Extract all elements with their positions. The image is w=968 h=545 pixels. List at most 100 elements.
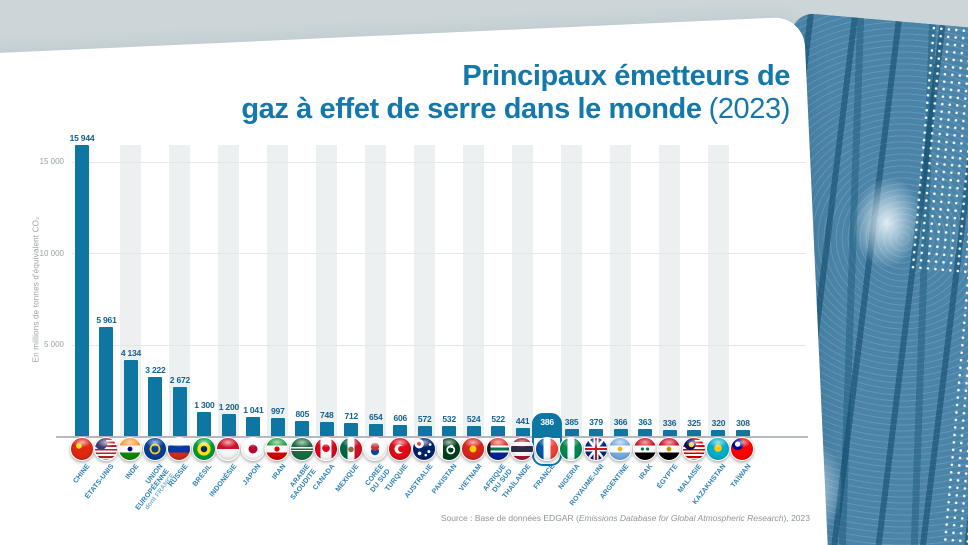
country-label-union-europeenne: UNION EUROPÉENNE dont FRANCE	[108, 463, 178, 543]
column-band	[365, 145, 387, 436]
bar-mexique	[344, 422, 359, 436]
bar-coree-du-sud	[368, 424, 383, 436]
bar-vietnam	[466, 426, 481, 436]
column-band	[707, 145, 729, 436]
gridline-10000	[72, 253, 806, 255]
column-band	[169, 145, 191, 436]
value-label-canada: 748	[320, 410, 334, 421]
value-label-taiwan: 308	[736, 418, 750, 429]
value-label-etats-unis: 5 961	[96, 315, 117, 326]
column-band	[659, 145, 681, 436]
bar-japon	[246, 416, 261, 436]
title-line-2-text: gaz à effet de serre dans le monde	[241, 93, 702, 125]
source-suffix: ), 2023	[783, 513, 810, 523]
value-label-arabie-saoudite: 805	[295, 409, 310, 420]
value-label-irak: 363	[638, 417, 652, 428]
column-band	[463, 145, 485, 436]
bar-nigeria	[564, 428, 579, 436]
flag-canada-icon	[314, 437, 339, 461]
flag-bresil-icon	[191, 437, 216, 461]
flag-thailande-icon	[510, 437, 535, 461]
flag-nigeria-icon	[559, 437, 584, 461]
flag-afrique-du-sud-icon	[485, 437, 510, 461]
bar-etats-unis	[99, 327, 114, 436]
value-label-chine: 15 944	[69, 132, 95, 143]
title-line-1: Principaux émetteurs de	[462, 60, 790, 92]
y-tick-5000: 5 000	[43, 340, 64, 350]
flag-arabie-saoudite-icon	[289, 437, 314, 461]
bar-inde	[123, 360, 138, 436]
y-tick-15000: 15 000	[39, 157, 64, 167]
bar-chine	[75, 144, 89, 436]
column-band	[561, 145, 583, 436]
column-band	[414, 145, 436, 436]
bar-bresil	[197, 412, 212, 436]
flag-coree-du-sud-icon	[363, 437, 388, 461]
source-database-name: Emissions Database for Global Atmospheri…	[578, 513, 784, 523]
flag-turquie-icon	[387, 437, 412, 461]
flag-japon-icon	[240, 437, 265, 461]
column-band	[512, 145, 534, 436]
value-label-vietnam: 524	[466, 414, 481, 425]
value-label-kazakhstan: 320	[711, 418, 726, 429]
value-label-egypte: 336	[662, 417, 677, 428]
flag-australie-icon	[412, 437, 437, 461]
flag-vietnam-icon	[461, 437, 486, 461]
value-label-indonesie: 1 200	[218, 402, 240, 413]
column-band	[316, 145, 338, 436]
bar-union-europeenne	[148, 377, 163, 436]
value-label-australie: 572	[417, 413, 432, 424]
column-band	[267, 145, 289, 436]
flag-royaume-uni-icon	[583, 437, 608, 461]
value-label-afrique-du-sud: 522	[491, 414, 505, 425]
y-tick-10000: 10 000	[39, 248, 64, 258]
gridline-5000	[72, 344, 806, 346]
title-line-2: gaz à effet de serre dans le monde (2023)	[241, 93, 790, 126]
bar-indonesie	[221, 414, 236, 436]
bar-australie	[417, 425, 432, 436]
bar-russie	[172, 387, 187, 436]
value-label-japon: 1 041	[243, 404, 264, 415]
bar-turquie	[393, 424, 408, 436]
value-label-russie: 2 672	[169, 375, 191, 386]
column-band	[610, 145, 632, 436]
bar-malaisie	[687, 430, 701, 436]
value-label-malaisie: 325	[687, 418, 701, 429]
flag-inde-icon	[118, 437, 143, 461]
bar-irak	[638, 429, 653, 436]
source-prefix: Source : Base de données EDGAR (	[440, 513, 579, 523]
title-year: (2023)	[708, 93, 791, 125]
bar-thailande	[515, 427, 530, 436]
value-label-mexique: 712	[344, 410, 359, 421]
bar-iran	[270, 417, 285, 436]
value-label-thailande: 441	[515, 415, 530, 426]
bar-arabie-saoudite	[295, 421, 310, 436]
flag-iran-icon	[265, 437, 290, 461]
column-band	[218, 145, 240, 436]
gridline-15000	[72, 161, 806, 163]
value-label-bresil: 1 300	[194, 400, 215, 411]
flag-malaisie-icon	[681, 437, 706, 461]
value-label-inde: 4 134	[120, 348, 142, 359]
flag-egypte-icon	[657, 437, 682, 461]
bar-pakistan	[442, 426, 457, 436]
bar-royaume-uni	[589, 429, 604, 436]
value-label-iran: 997	[271, 405, 285, 416]
source-note: Source : Base de données EDGAR (Emission…	[441, 513, 810, 523]
flag-union-europeenne-icon	[142, 437, 167, 461]
value-label-royaume-uni: 379	[589, 417, 603, 428]
flag-irak-icon	[632, 437, 657, 461]
flag-pakistan-icon	[436, 437, 461, 461]
value-label-argentine: 366	[613, 417, 628, 428]
value-label-nigeria: 385	[564, 416, 579, 427]
flag-kazakhstan-icon	[705, 437, 730, 461]
flag-indonesie-icon	[216, 437, 241, 461]
bar-argentine	[613, 429, 628, 436]
value-label-coree-du-sud: 654	[368, 412, 383, 423]
page-title: Principaux émetteurs de gaz à effet de s…	[241, 60, 790, 126]
bar-canada	[319, 422, 334, 436]
flag-argentine-icon	[608, 437, 633, 461]
flag-france-icon	[534, 437, 559, 461]
